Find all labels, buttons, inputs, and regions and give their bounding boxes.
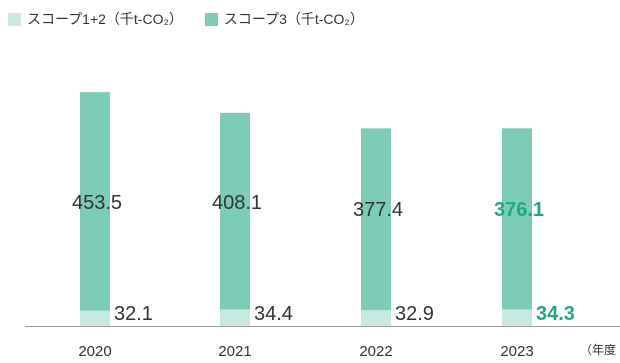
legend-label-scope3: スコープ3（千t-CO₂） bbox=[223, 11, 364, 27]
value-label-scope3-2021: 408.1 bbox=[212, 192, 262, 214]
bar-scope3-2023 bbox=[502, 128, 532, 310]
legend-swatch-scope12 bbox=[8, 12, 21, 26]
x-tick-2023: 2023 bbox=[500, 343, 533, 360]
bar-scope12-2021 bbox=[220, 309, 250, 326]
value-labels-group: 453.5 32.1 408.1 34.4 377.4 32.9 376.1 34.3 bbox=[72, 192, 575, 325]
legend-item-scope3: スコープ3（千t-CO₂） bbox=[204, 9, 364, 29]
value-label-scope12-2020: 32.1 bbox=[114, 303, 153, 325]
bar-scope12-2020 bbox=[80, 310, 110, 326]
x-tick-2021: 2021 bbox=[218, 343, 251, 360]
bar-scope12-2023 bbox=[502, 309, 532, 326]
bars-group bbox=[80, 92, 532, 326]
legend: スコープ1+2（千t-CO₂） スコープ3（千t-CO₂） bbox=[8, 8, 386, 30]
value-label-scope12-2022: 32.9 bbox=[395, 303, 434, 325]
x-axis-unit-label: （年度 bbox=[580, 342, 616, 357]
legend-label-scope12: スコープ1+2（千t-CO₂） bbox=[27, 11, 183, 27]
value-label-scope3-2022: 377.4 bbox=[353, 199, 403, 221]
value-label-scope3-2023: 376.1 bbox=[494, 199, 544, 221]
bar-scope3-2022 bbox=[361, 128, 391, 311]
bar-scope3-2020 bbox=[80, 92, 110, 311]
value-label-scope12-2021: 34.4 bbox=[254, 303, 293, 325]
x-tick-labels-group: 2020 2021 2022 2023 bbox=[78, 343, 533, 360]
legend-item-scope12: スコープ1+2（千t-CO₂） bbox=[8, 9, 183, 29]
x-tick-2020: 2020 bbox=[78, 343, 111, 360]
value-label-scope12-2023: 34.3 bbox=[536, 303, 575, 325]
bar-scope12-2022 bbox=[361, 310, 391, 326]
value-label-scope3-2020: 453.5 bbox=[72, 192, 122, 214]
x-tick-2022: 2022 bbox=[359, 343, 392, 360]
bar-scope3-2021 bbox=[220, 112, 250, 310]
legend-swatch-scope3 bbox=[204, 12, 218, 26]
